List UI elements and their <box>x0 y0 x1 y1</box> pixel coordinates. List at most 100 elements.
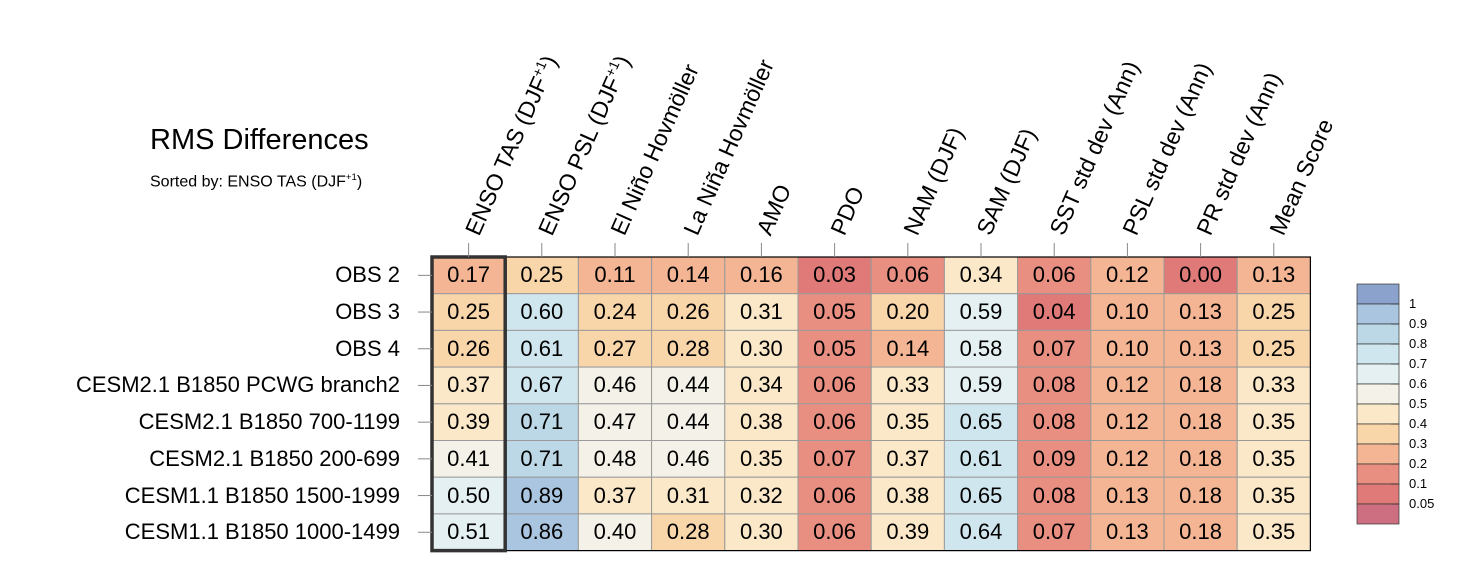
cell-value: 0.37 <box>447 372 490 398</box>
cell-value: 0.13 <box>1105 519 1149 545</box>
heatmap-cell <box>504 403 579 441</box>
cell-value: 0.47 <box>593 409 637 435</box>
row-label: CESM2.1 B1850 700-1199 <box>138 409 400 435</box>
cell-value: 0.40 <box>593 519 637 545</box>
colorbar-label: 0.1 <box>1409 476 1428 491</box>
cell-value: 0.35 <box>1252 482 1296 508</box>
colorbar-segment <box>1356 443 1400 465</box>
cell-value: 0.59 <box>959 372 1003 398</box>
heatmap-cell <box>724 329 799 368</box>
cell-value: 0.31 <box>739 299 783 325</box>
cell-value: 0.46 <box>666 445 710 471</box>
heatmap-cell <box>1090 513 1165 552</box>
colorbar-segment <box>1356 463 1400 485</box>
heatmap-cell <box>1017 513 1092 552</box>
cell-value: 0.35 <box>1252 409 1296 435</box>
cell-value: 0.07 <box>1032 519 1076 545</box>
cell-value: 0.65 <box>959 409 1003 435</box>
cell-value: 0.08 <box>1032 409 1076 435</box>
heatmap-cell <box>1090 476 1165 515</box>
cell-value: 0.18 <box>1179 445 1222 471</box>
cell-value: 0.08 <box>1032 372 1076 398</box>
row-label: OBS 2 <box>335 262 400 288</box>
subtitle-text: Sorted by: ENSO TAS (DJF <box>150 173 346 191</box>
colorbar-segment <box>1356 363 1400 385</box>
heatmap-cell <box>724 293 799 331</box>
cell-value: 0.04 <box>1032 299 1076 325</box>
cell-value: 0.18 <box>1179 519 1222 545</box>
heatmap-cell <box>724 256 799 295</box>
row-label: CESM2.1 B1850 PCWG branch2 <box>75 372 400 398</box>
cell-value: 0.25 <box>1252 335 1296 361</box>
colorbar-label: 0.2 <box>1409 456 1428 471</box>
cell-value: 0.33 <box>1252 372 1296 398</box>
heatmap-cell <box>797 403 872 441</box>
heatmap-cell <box>797 293 872 331</box>
heatmap-cell <box>651 329 726 368</box>
heatmap-cell <box>1090 440 1165 478</box>
colorbar-label: 1 <box>1409 296 1417 311</box>
cell-value: 0.12 <box>1105 262 1149 288</box>
heatmap-cell <box>577 476 653 515</box>
heatmap-cell <box>651 440 726 478</box>
heatmap-cell <box>1236 440 1311 478</box>
cell-value: 0.25 <box>520 262 564 288</box>
colorbar-segment <box>1356 383 1400 405</box>
cell-value: 0.13 <box>1179 335 1222 361</box>
heatmap-cell <box>870 403 945 441</box>
heatmap-cell <box>1163 329 1238 368</box>
heatmap-cell <box>870 440 945 478</box>
cell-value: 0.14 <box>886 335 930 361</box>
cell-value: 0.34 <box>959 262 1003 288</box>
heatmap-cell <box>651 476 726 515</box>
cell-value: 0.24 <box>593 299 637 325</box>
cell-value: 0.05 <box>813 335 856 361</box>
cell-value: 0.65 <box>959 482 1003 508</box>
cell-value: 0.06 <box>813 372 856 398</box>
cell-value: 0.32 <box>739 482 783 508</box>
cell-value: 0.44 <box>666 372 710 398</box>
heatmap-cell <box>943 513 1019 552</box>
colorbar-label: 0.3 <box>1409 436 1428 451</box>
cell-value: 0.60 <box>520 299 564 325</box>
cell-value: 0.30 <box>739 335 783 361</box>
cell-value: 0.67 <box>520 372 564 398</box>
colorbar-segment <box>1356 343 1400 365</box>
colorbar-segment <box>1356 423 1400 445</box>
heatmap-cell <box>724 440 799 478</box>
heatmap-cell <box>1090 256 1165 295</box>
colorbar-label: 0.5 <box>1409 396 1428 411</box>
cell-value: 0.18 <box>1179 482 1222 508</box>
heatmap-cell <box>870 476 945 515</box>
colorbar-label: 0.8 <box>1409 336 1428 351</box>
cell-value: 0.34 <box>739 372 783 398</box>
heatmap-cell <box>1163 366 1238 405</box>
cell-value: 0.03 <box>813 262 856 288</box>
cell-value: 0.13 <box>1105 482 1149 508</box>
heatmap-cell <box>1236 476 1311 515</box>
cell-value: 0.71 <box>520 445 564 471</box>
cell-value: 0.17 <box>447 262 490 288</box>
heatmap-cell <box>431 293 506 331</box>
heatmap-cell <box>431 256 506 295</box>
cell-value: 0.14 <box>666 262 710 288</box>
cell-value: 0.59 <box>959 299 1003 325</box>
cell-value: 0.44 <box>666 409 710 435</box>
cell-value: 0.39 <box>447 409 490 435</box>
cell-value: 0.13 <box>1252 262 1296 288</box>
cell-value: 0.20 <box>886 299 930 325</box>
colorbar-segment <box>1356 303 1400 325</box>
cell-value: 0.50 <box>447 482 490 508</box>
cell-value: 0.07 <box>1032 335 1076 361</box>
cell-value: 0.35 <box>1252 445 1296 471</box>
cell-value: 0.28 <box>666 335 710 361</box>
colorbar-label: 0.7 <box>1409 356 1428 371</box>
colorbar-label: 0.6 <box>1409 376 1428 391</box>
heatmap-cell <box>1236 513 1311 552</box>
cell-value: 0.37 <box>886 445 930 471</box>
cell-value: 0.06 <box>1032 262 1076 288</box>
colorbar-label: 0.05 <box>1409 496 1435 511</box>
heatmap-cell <box>1236 256 1311 295</box>
heatmap-cell <box>651 513 726 552</box>
colorbar-label: 0.4 <box>1409 416 1428 431</box>
